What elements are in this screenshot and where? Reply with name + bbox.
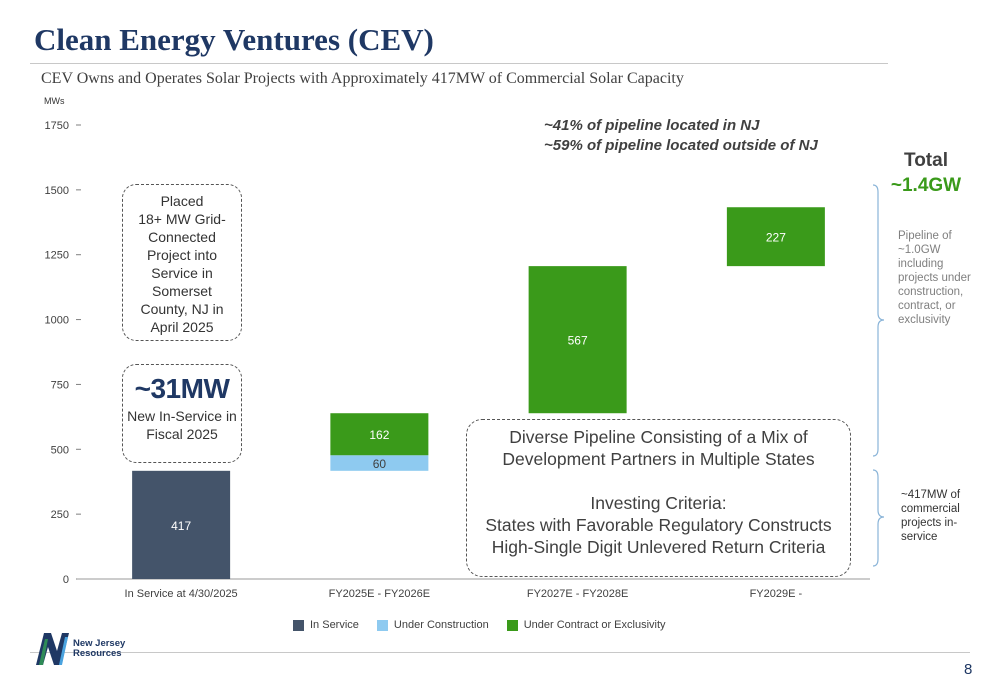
bar (528, 266, 627, 414)
total-value: ~1.4GW (890, 175, 962, 196)
bar-value-label: 60 (373, 457, 387, 471)
legend-label: Under Contract or Exclusivity (523, 619, 666, 631)
title-divider (30, 63, 888, 64)
total-label: Total (904, 150, 948, 171)
placed-line: Service in (151, 265, 213, 281)
pipeline-side-line: exclusivity (898, 314, 951, 326)
placed-line: Somerset (152, 283, 212, 299)
y-tick-label: 1500 (45, 185, 69, 197)
bar-value-label: 162 (369, 428, 389, 442)
y-tick-label: 1000 (45, 315, 69, 327)
in-service-side-note: ~417MW of commercial projects in- servic… (901, 488, 981, 544)
bar (726, 207, 825, 267)
pipeline-side-line: construction, (898, 286, 964, 298)
pipeline-nj-share: ~41% of pipeline located in NJ (544, 117, 760, 134)
new-in-service-line: Fiscal 2025 (146, 426, 218, 442)
pipeline-line: Diverse Pipeline Consisting of a Mix of (509, 427, 808, 447)
bar-value-label: 417 (171, 519, 191, 533)
y-tick-label: 750 (51, 379, 69, 391)
pipeline-side-line: ~1.0GW (898, 244, 941, 256)
criteria-line: High-Single Digit Unlevered Return Crite… (491, 537, 826, 557)
criteria-line: States with Favorable Regulatory Constru… (485, 515, 832, 535)
placed-line: 18+ MW Grid- (138, 211, 226, 227)
x-tick-label: In Service at 4/30/2025 (125, 588, 238, 600)
new-in-service-callout: ~31MW New In-Service in Fiscal 2025 (122, 364, 242, 463)
x-tick-label: FY2029E - (750, 588, 803, 600)
pipeline-side-line: contract, or (898, 300, 956, 312)
logo-line: New Jersey (73, 638, 126, 649)
pipeline-bracket (872, 184, 885, 457)
in-service-side-line: commercial (901, 503, 960, 515)
logo-line: Resources (73, 648, 122, 659)
placed-project-callout: Placed 18+ MW Grid- Connected Project in… (122, 184, 242, 341)
in-service-side-line: ~417MW of (901, 489, 961, 501)
placed-line: County, NJ in (140, 301, 224, 317)
pipeline-line: Development Partners in Multiple States (502, 449, 815, 469)
in-service-side-line: projects in- (901, 517, 958, 529)
placed-line: Placed (160, 193, 204, 209)
in-service-bracket (872, 469, 885, 567)
y-tick-label: 1250 (45, 250, 69, 262)
y-tick-label: 250 (51, 509, 69, 521)
y-axis-label: MWs (44, 96, 65, 106)
page-subtitle: CEV Owns and Operates Solar Projects wit… (41, 70, 684, 87)
legend-swatch (293, 619, 304, 631)
chart-legend: In Service Under Construction Under Cont… (293, 619, 684, 631)
pipeline-side-line: Pipeline of (898, 230, 952, 242)
bar (330, 413, 429, 456)
legend-item-under-construction: Under Construction (376, 619, 489, 631)
y-tick-label: 500 (51, 444, 69, 456)
y-tick-label: 0 (63, 574, 69, 586)
pipeline-outside-nj-share: ~59% of pipeline located outside of NJ (544, 137, 818, 154)
bar-value-label: 567 (568, 334, 588, 348)
legend-item-under-contract: Under Contract or Exclusivity (506, 619, 666, 631)
y-tick-label: 1750 (45, 120, 69, 132)
bar (330, 455, 429, 471)
criteria-line: Investing Criteria: (590, 493, 727, 513)
x-tick-label: FY2027E - FY2028E (527, 588, 629, 600)
new-in-service-mw: ~31MW (134, 373, 230, 404)
logo-wordmark: New Jersey Resources (73, 639, 125, 659)
legend-swatch (506, 619, 518, 631)
legend-swatch (376, 619, 388, 631)
page-title: Clean Energy Ventures (CEV) (34, 22, 434, 57)
page-number: 8 (964, 661, 973, 678)
bar-value-label: 227 (766, 231, 786, 245)
placed-line: Project into (146, 247, 218, 263)
pipeline-criteria-callout: Diverse Pipeline Consisting of a Mix of … (466, 419, 851, 577)
in-service-side-line: service (901, 531, 938, 543)
pipeline-side-line: projects under (898, 272, 971, 284)
placed-line: Connected (148, 229, 216, 245)
placed-line: April 2025 (150, 319, 214, 335)
legend-label: Under Construction (393, 619, 489, 631)
legend-item-in-service: In Service (293, 619, 359, 631)
pipeline-side-note: Pipeline of ~1.0GW including projects un… (898, 229, 998, 327)
legend-label: In Service (310, 619, 359, 631)
x-tick-label: FY2025E - FY2026E (329, 588, 431, 600)
bar (132, 470, 231, 579)
new-in-service-line: New In-Service in (127, 408, 237, 424)
pipeline-side-line: including (898, 258, 944, 270)
njr-logo-icon (36, 633, 69, 665)
footer-divider (30, 652, 970, 653)
